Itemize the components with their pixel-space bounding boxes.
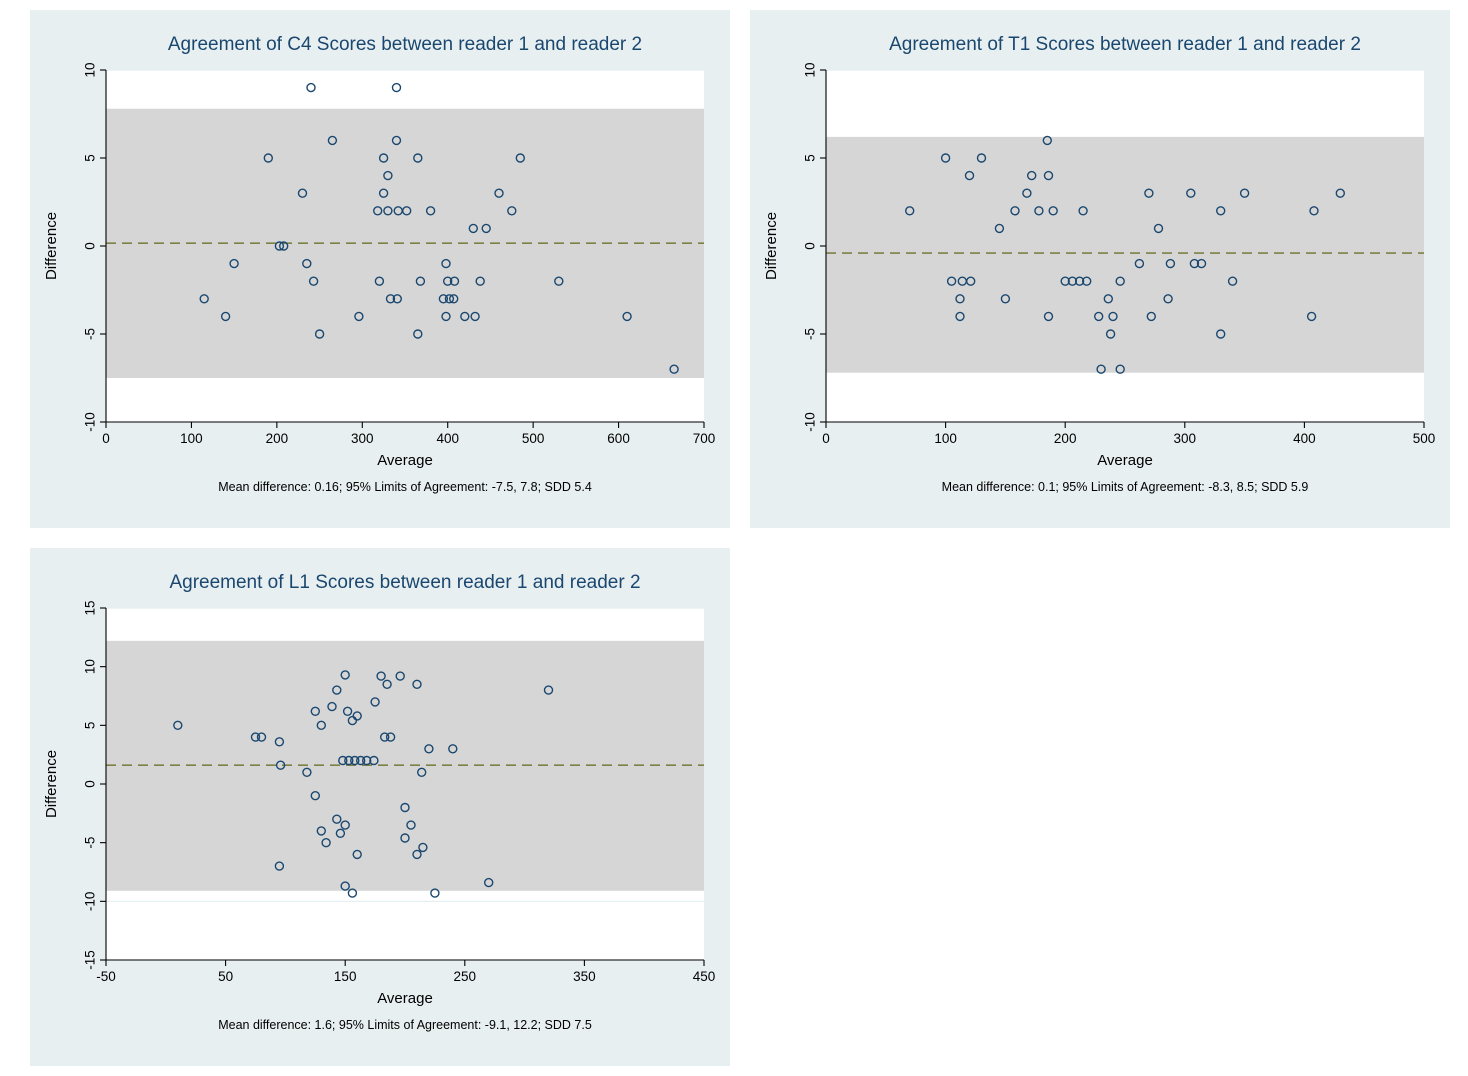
svg-text:5: 5: [83, 722, 98, 730]
svg-text:Difference: Difference: [43, 212, 60, 280]
svg-text:5: 5: [803, 154, 818, 162]
svg-text:200: 200: [1054, 431, 1077, 446]
chart-title-l1: Agreement of L1 Scores between reader 1 …: [169, 572, 641, 593]
svg-text:15: 15: [83, 600, 98, 615]
svg-text:400: 400: [1293, 431, 1316, 446]
svg-text:0: 0: [803, 242, 818, 250]
svg-text:-5: -5: [83, 328, 98, 340]
svg-text:Difference: Difference: [763, 212, 780, 280]
svg-text:350: 350: [573, 969, 596, 984]
svg-text:250: 250: [454, 969, 477, 984]
svg-text:150: 150: [334, 969, 357, 984]
chart-panel-c4: Agreement of C4 Scores between reader 1 …: [30, 10, 730, 528]
svg-text:Average: Average: [377, 452, 433, 469]
svg-text:10: 10: [803, 62, 818, 77]
svg-text:5: 5: [83, 154, 98, 162]
svg-text:-5: -5: [803, 328, 818, 340]
chart-caption-l1: Mean difference: 1.6; 95% Limits of Agre…: [218, 1018, 592, 1032]
svg-text:-10: -10: [803, 412, 818, 432]
svg-text:-10: -10: [83, 412, 98, 432]
svg-text:0: 0: [822, 431, 830, 446]
svg-text:450: 450: [693, 969, 716, 984]
svg-text:-5: -5: [83, 837, 98, 849]
svg-text:400: 400: [436, 431, 459, 446]
svg-text:-15: -15: [83, 950, 98, 970]
svg-text:300: 300: [351, 431, 374, 446]
svg-text:200: 200: [266, 431, 289, 446]
empty-cell: [750, 548, 1450, 1066]
chart-title-t1: Agreement of T1 Scores between reader 1 …: [889, 34, 1361, 55]
chart-caption-c4: Mean difference: 0.16; 95% Limits of Agr…: [218, 480, 592, 494]
svg-text:Average: Average: [1097, 452, 1153, 469]
svg-text:10: 10: [83, 659, 98, 674]
chart-caption-t1: Mean difference: 0.1; 95% Limits of Agre…: [941, 480, 1309, 494]
svg-text:500: 500: [522, 431, 545, 446]
svg-text:0: 0: [102, 431, 110, 446]
svg-text:100: 100: [180, 431, 203, 446]
svg-text:-50: -50: [96, 969, 116, 984]
svg-text:Difference: Difference: [43, 750, 60, 818]
svg-text:500: 500: [1413, 431, 1436, 446]
svg-text:300: 300: [1174, 431, 1197, 446]
svg-text:Average: Average: [377, 990, 433, 1007]
svg-text:0: 0: [83, 242, 98, 250]
svg-text:10: 10: [83, 62, 98, 77]
svg-text:0: 0: [83, 780, 98, 788]
svg-text:-10: -10: [83, 892, 98, 912]
chart-panel-l1: Agreement of L1 Scores between reader 1 …: [30, 548, 730, 1066]
svg-text:600: 600: [607, 431, 630, 446]
chart-panel-t1: Agreement of T1 Scores between reader 1 …: [750, 10, 1450, 528]
svg-text:50: 50: [218, 969, 233, 984]
chart-title-c4: Agreement of C4 Scores between reader 1 …: [167, 34, 643, 55]
svg-text:700: 700: [693, 431, 716, 446]
svg-text:100: 100: [934, 431, 957, 446]
